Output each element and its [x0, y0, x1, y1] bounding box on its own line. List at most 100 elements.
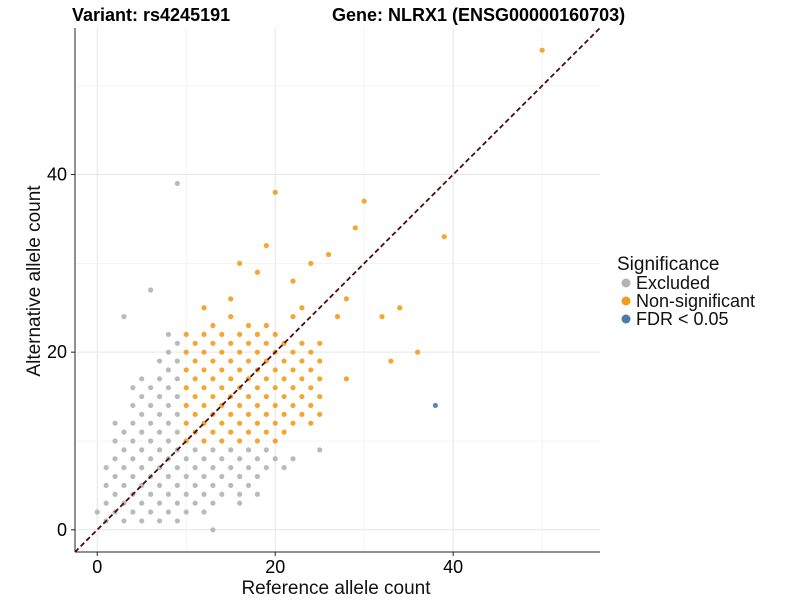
point-non-significant [183, 402, 189, 409]
point-excluded [210, 500, 216, 506]
point-excluded [174, 518, 180, 524]
legend-title: Significance [617, 254, 719, 275]
point-excluded [148, 491, 154, 497]
point-excluded [201, 491, 207, 497]
point-excluded [174, 393, 180, 400]
point-excluded [165, 385, 172, 391]
axis-ticks: 0 20 40 0 20 40 [47, 165, 463, 577]
point-non-significant [201, 349, 207, 355]
point-non-significant [210, 376, 216, 382]
point-non-significant [281, 411, 287, 417]
point-non-significant [201, 367, 207, 373]
point-non-significant [228, 314, 234, 320]
legend-swatch [621, 314, 631, 324]
point-non-significant [299, 376, 305, 382]
point-excluded [174, 465, 180, 471]
x-tick-label: 20 [265, 557, 285, 577]
point-excluded [210, 447, 216, 453]
point-excluded [139, 447, 145, 453]
point-non-significant [228, 411, 234, 417]
point-non-significant [192, 358, 198, 364]
point-non-significant [290, 385, 296, 391]
point-excluded [174, 340, 180, 346]
point-non-significant [281, 376, 287, 382]
point-non-significant [441, 234, 447, 240]
point-non-significant [192, 393, 198, 400]
point-non-significant [254, 269, 261, 275]
point-non-significant [539, 47, 545, 53]
point-non-significant [192, 340, 198, 346]
point-non-significant [237, 349, 243, 355]
x-tick-label: 0 [92, 557, 102, 577]
point-excluded [112, 438, 118, 444]
y-tick-label: 0 [57, 520, 67, 540]
legend-label: Excluded [636, 273, 710, 293]
point-non-significant [317, 340, 323, 346]
point-excluded [201, 509, 207, 515]
point-non-significant [210, 340, 216, 346]
point-excluded [165, 509, 172, 515]
point-non-significant [254, 438, 261, 444]
point-excluded [156, 447, 163, 453]
point-non-significant [228, 376, 234, 382]
point-excluded [130, 438, 136, 444]
point-non-significant [317, 376, 323, 382]
point-non-significant [326, 251, 332, 258]
point-excluded [139, 376, 145, 382]
point-excluded [272, 456, 278, 462]
point-non-significant [272, 438, 278, 444]
point-non-significant [237, 331, 243, 338]
point-excluded [254, 491, 261, 497]
point-excluded [281, 465, 287, 471]
point-non-significant [210, 358, 216, 364]
diagonal-reference-line [74, 27, 601, 553]
point-excluded [103, 465, 109, 471]
point-non-significant [272, 402, 278, 409]
point-excluded [201, 456, 207, 462]
point-non-significant [263, 322, 269, 329]
point-non-significant [219, 331, 225, 338]
point-excluded [130, 509, 136, 515]
point-excluded [130, 402, 136, 409]
point-excluded [201, 473, 207, 480]
point-non-significant [254, 331, 261, 338]
point-non-significant [237, 420, 243, 426]
point-non-significant [183, 420, 189, 426]
point-excluded [192, 447, 198, 453]
point-non-significant [263, 411, 269, 417]
point-non-significant [219, 420, 225, 426]
diagonal-line [74, 27, 601, 553]
legend-swatch [621, 296, 631, 306]
point-excluded [148, 456, 154, 462]
point-excluded [245, 482, 252, 488]
point-non-significant [219, 367, 225, 373]
point-non-significant [263, 376, 269, 382]
point-excluded [165, 438, 172, 444]
point-non-significant [254, 402, 261, 409]
point-excluded [139, 500, 145, 506]
point-excluded [156, 411, 163, 417]
point-non-significant [272, 189, 278, 195]
point-non-significant [254, 349, 261, 355]
point-excluded [130, 420, 136, 426]
point-excluded [121, 447, 127, 453]
point-excluded [174, 180, 180, 187]
point-excluded [183, 509, 189, 515]
point-non-significant [201, 385, 207, 391]
plot-points [94, 47, 545, 533]
point-excluded [237, 500, 243, 506]
point-excluded [192, 482, 198, 488]
point-non-significant [237, 402, 243, 409]
point-non-significant [334, 314, 341, 320]
point-excluded [156, 358, 163, 364]
point-excluded [183, 473, 189, 480]
point-excluded [112, 420, 118, 426]
point-excluded [112, 473, 118, 480]
point-non-significant [228, 340, 234, 346]
point-non-significant [308, 349, 314, 355]
y-axis-title: Alternative allele count [24, 185, 45, 377]
point-excluded [174, 500, 180, 506]
point-excluded [174, 376, 180, 382]
point-excluded [121, 482, 127, 488]
point-excluded [174, 411, 180, 417]
